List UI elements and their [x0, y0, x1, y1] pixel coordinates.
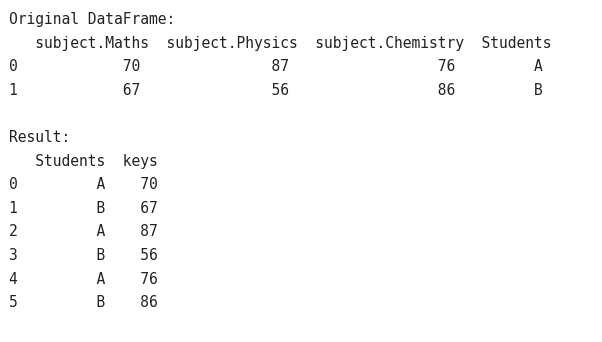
Text: 1         B    67: 1 B 67 — [9, 201, 158, 216]
Text: 0            70               87                 76         A: 0 70 87 76 A — [9, 59, 543, 74]
Text: 1            67               56                 86         B: 1 67 56 86 B — [9, 83, 543, 98]
Text: 5         B    86: 5 B 86 — [9, 295, 158, 310]
Text: Students  keys: Students keys — [9, 154, 158, 169]
Text: 0         A    70: 0 A 70 — [9, 177, 158, 192]
Text: Original DataFrame:: Original DataFrame: — [9, 12, 175, 27]
Text: Result:: Result: — [9, 130, 70, 145]
Text: 2         A    87: 2 A 87 — [9, 224, 158, 239]
Text: 4         A    76: 4 A 76 — [9, 272, 158, 287]
Text: 3         B    56: 3 B 56 — [9, 248, 158, 263]
Text: subject.Maths  subject.Physics  subject.Chemistry  Students: subject.Maths subject.Physics subject.Ch… — [9, 36, 551, 51]
